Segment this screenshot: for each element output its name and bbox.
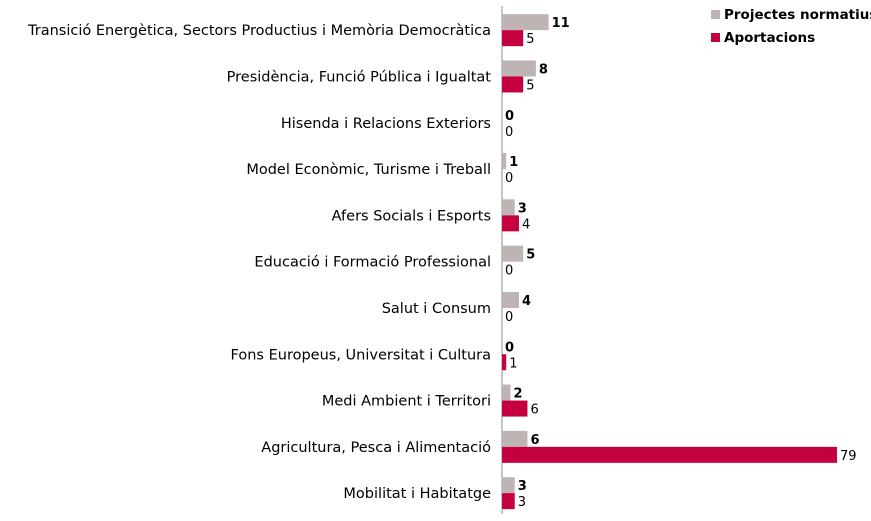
legend-swatch-aportacions (711, 33, 720, 42)
bar-aportacions-afers-socials-i-esports (502, 215, 519, 232)
category-label-model-economic-turisme-i-treball: Model Econòmic, Turisme i Treball (246, 162, 491, 178)
bar-projectes-transicio-energetica-sectors-productius-i-memoria-democratica (502, 14, 549, 31)
data-label-aportacions-fons-europeus-universitat-i-cultura: 1 (509, 356, 517, 371)
bar-projectes-presidencia-funcio-publica-i-igualtat (502, 60, 536, 77)
category-label-agricultura-pesca-i-alimentacio: Agricultura, Pesca i Alimentació (261, 440, 491, 456)
category-label-transicio-energetica-sectors-productius-i-memoria-democratica: Transició Energètica, Sectors Productius… (27, 23, 491, 39)
bar-projectes-model-economic-turisme-i-treball (502, 153, 507, 170)
bar-projectes-educacio-i-formacio-professional (502, 245, 524, 262)
bar-projectes-salut-i-consum (502, 291, 519, 308)
data-label-aportacions-agricultura-pesca-i-alimentacio: 79 (840, 449, 857, 464)
data-label-projectes-educacio-i-formacio-professional: 5 (526, 248, 535, 263)
legend-label-aportacions: Aportacions (724, 30, 815, 46)
category-label-hisenda-i-relacions-exteriors: Hisenda i Relacions Exteriors (281, 116, 491, 132)
data-label-projectes-mobilitat-i-habitatge: 3 (518, 479, 527, 494)
legend-swatch-projectes (711, 10, 720, 19)
bar-aportacions-agricultura-pesca-i-alimentacio (502, 446, 837, 463)
data-label-projectes-transicio-energetica-sectors-productius-i-memoria-democratica: 11 (552, 16, 570, 31)
data-label-aportacions-salut-i-consum: 0 (505, 310, 513, 325)
category-label-mobilitat-i-habitatge: Mobilitat i Habitatge (343, 486, 491, 502)
data-label-projectes-hisenda-i-relacions-exteriors: 0 (505, 109, 514, 124)
data-label-aportacions-medi-ambient-i-territori: 6 (530, 403, 538, 418)
data-label-projectes-presidencia-funcio-publica-i-igualtat: 8 (539, 62, 548, 77)
data-label-projectes-salut-i-consum: 4 (522, 294, 531, 309)
data-label-aportacions-afers-socials-i-esports: 4 (522, 217, 530, 232)
category-label-fons-europeus-universitat-i-cultura: Fons Europeus, Universitat i Cultura (231, 347, 491, 363)
bar-projectes-afers-socials-i-esports (502, 199, 515, 216)
bar-aportacions-medi-ambient-i-territori (502, 400, 528, 417)
data-label-aportacions-educacio-i-formacio-professional: 0 (505, 264, 513, 279)
data-label-aportacions-model-economic-turisme-i-treball: 0 (505, 171, 513, 186)
category-labels: Transició Energètica, Sectors Productius… (27, 23, 491, 502)
bar-projectes-medi-ambient-i-territori (502, 384, 511, 401)
bar-projectes-mobilitat-i-habitatge (502, 477, 515, 494)
category-label-presidencia-funcio-publica-i-igualtat: Presidència, Funció Pública i Igualtat (227, 69, 492, 85)
bar-aportacions-fons-europeus-universitat-i-cultura (502, 354, 507, 371)
bar-aportacions-mobilitat-i-habitatge (502, 493, 515, 510)
bar-projectes-agricultura-pesca-i-alimentacio (502, 430, 528, 447)
data-label-projectes-afers-socials-i-esports: 3 (518, 201, 527, 216)
category-label-medi-ambient-i-territori: Medi Ambient i Territori (322, 394, 491, 410)
bar-aportacions-transicio-energetica-sectors-productius-i-memoria-democratica (502, 30, 524, 47)
legend: Projectes normatius Aportacions (711, 7, 871, 46)
data-label-projectes-model-economic-turisme-i-treball: 1 (509, 155, 518, 170)
data-label-aportacions-hisenda-i-relacions-exteriors: 0 (505, 125, 513, 140)
category-label-salut-i-consum: Salut i Consum (382, 301, 491, 317)
bar-aportacions-presidencia-funcio-publica-i-igualtat (502, 76, 524, 93)
data-label-projectes-fons-europeus-universitat-i-cultura: 0 (505, 340, 514, 355)
legend-label-projectes: Projectes normatius (724, 7, 871, 23)
data-label-projectes-medi-ambient-i-territori: 2 (513, 387, 522, 402)
data-label-aportacions-transicio-energetica-sectors-productius-i-memoria-democratica: 5 (526, 32, 534, 47)
data-label-projectes-agricultura-pesca-i-alimentacio: 6 (530, 433, 539, 448)
data-label-aportacions-presidencia-funcio-publica-i-igualtat: 5 (526, 78, 534, 93)
category-label-educacio-i-formacio-professional: Educació i Formació Professional (254, 255, 491, 271)
category-label-afers-socials-i-esports: Afers Socials i Esports (332, 208, 491, 224)
data-label-aportacions-mobilitat-i-habitatge: 3 (518, 495, 526, 510)
